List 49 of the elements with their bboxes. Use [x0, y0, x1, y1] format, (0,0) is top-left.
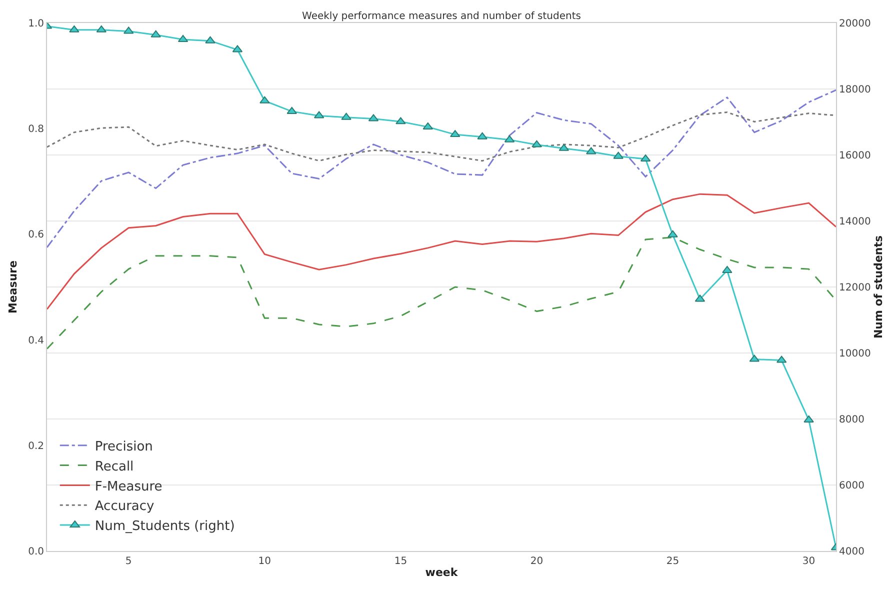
x-axis-title: week — [425, 566, 458, 580]
y2-tick-label: 6000 — [839, 480, 864, 492]
point — [396, 117, 406, 124]
x-tick-label: 30 — [802, 556, 816, 567]
x-tick-label: 25 — [666, 556, 680, 567]
x-tick-label: 15 — [394, 556, 408, 567]
point — [477, 132, 488, 140]
y-tick-label: 0.6 — [28, 230, 44, 241]
point — [69, 25, 80, 32]
x-tick-label: 5 — [125, 556, 132, 567]
y2-tick-label: 18000 — [839, 84, 871, 96]
point — [150, 30, 161, 38]
y2-tick-label: 12000 — [839, 282, 871, 294]
point — [668, 230, 678, 238]
point — [260, 96, 270, 104]
point — [286, 106, 297, 114]
y2-tick-label: 8000 — [839, 414, 864, 426]
y-tick-label: 0.2 — [28, 440, 44, 452]
y-tick-label: 0.4 — [28, 335, 44, 346]
point — [124, 26, 134, 34]
point — [205, 36, 216, 44]
point — [749, 354, 760, 362]
y2-axis-title: Num of students — [872, 234, 886, 339]
legend-label: Recall — [94, 459, 134, 474]
legend-label: F-Measure — [94, 479, 162, 494]
y2-tick-label: 20000 — [839, 18, 871, 30]
y2-tick-label: 4000 — [839, 546, 864, 558]
point — [532, 140, 542, 148]
point — [341, 112, 352, 120]
y2-tick-label: 16000 — [839, 150, 871, 162]
x-tick-label: 20 — [530, 556, 544, 567]
y-axis-title: Measure — [6, 260, 20, 314]
line-series — [47, 111, 836, 162]
y-tick-label: 0.0 — [28, 546, 44, 558]
y2-tick-label: 10000 — [839, 348, 871, 360]
legend-label: Accuracy — [94, 499, 155, 514]
y2-tick-label: 14000 — [839, 216, 871, 228]
point — [586, 147, 596, 154]
line-series — [47, 23, 836, 550]
x-tick-label: 10 — [258, 556, 272, 567]
chart-title: Weekly performance measures and number of students — [302, 11, 581, 22]
point — [613, 152, 624, 159]
legend-label: Precision — [94, 439, 153, 454]
point — [804, 415, 814, 422]
legend-label: Num_Students (right) — [94, 519, 235, 534]
line-series — [47, 193, 836, 310]
y-tick-label: 0.8 — [28, 124, 44, 136]
line-series — [47, 89, 836, 248]
y-tick-label: 1.0 — [28, 18, 44, 30]
